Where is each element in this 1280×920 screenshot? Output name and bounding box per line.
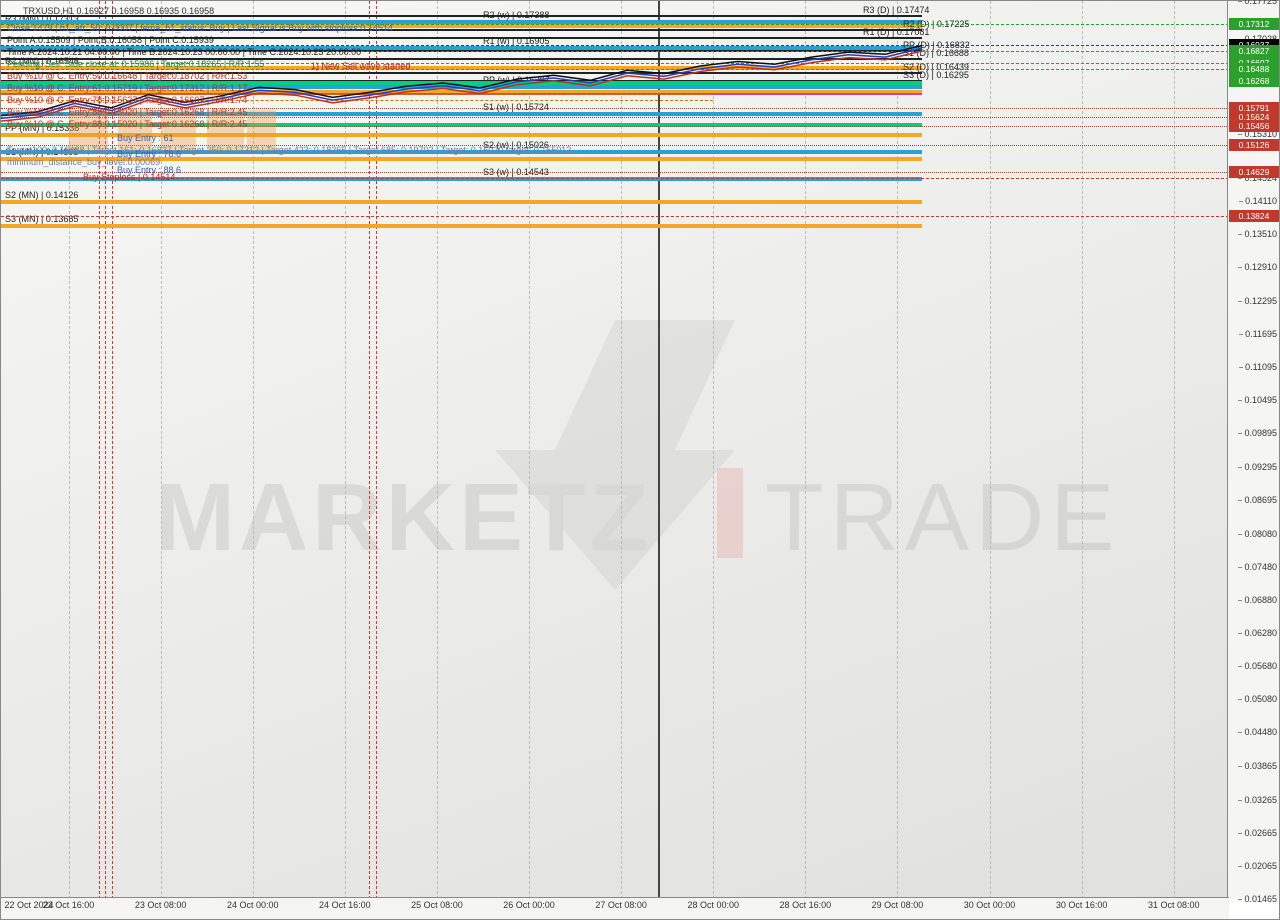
price-tag: 0.16268 — [1229, 75, 1279, 87]
x-tick: 31 Oct 08:00 — [1148, 900, 1200, 910]
x-tick: 23 Oct 08:00 — [135, 900, 187, 910]
price-tag: 0.13824 — [1229, 210, 1279, 222]
pivot-label: R3 (D) | 0.17474 — [861, 5, 931, 15]
pivot-line — [1, 224, 922, 228]
y-tick: 0.11095 — [1245, 362, 1277, 372]
y-tick: 0.03265 — [1244, 795, 1277, 805]
y-tick: 0.11695 — [1245, 329, 1277, 339]
y-tick: 0.13510 — [1244, 229, 1277, 239]
x-tick: 27 Oct 08:00 — [595, 900, 647, 910]
stoploss-label: Buy Stoploss | 0.14514 — [83, 172, 175, 182]
buy-entry-label: Buy Entry : 61 — [117, 133, 174, 143]
x-axis: 22 Oct 202422 Oct 16:0023 Oct 08:0024 Oc… — [1, 897, 1229, 919]
watermark: MARKETZ TRADE — [115, 290, 1115, 610]
y-tick: 0.04480 — [1244, 727, 1277, 737]
x-tick: 26 Oct 00:00 — [503, 900, 555, 910]
y-tick: 0.12910 — [1244, 262, 1277, 272]
price-tag: 0.14629 — [1229, 166, 1279, 178]
watermark-text-1: MARKETZ — [155, 464, 652, 571]
info-line: Point A:0.15509 | Point B:0.16058 | Poin… — [7, 35, 214, 45]
price-tag: 0.16488 — [1229, 63, 1279, 75]
y-tick: 0.09895 — [1244, 428, 1277, 438]
price-tag: 0.15126 — [1229, 139, 1279, 151]
x-tick: 28 Oct 16:00 — [780, 900, 832, 910]
info-line: Buy %10 @ C. Entry:88:0.15020 | Target:0… — [7, 107, 247, 117]
y-tick: 0.01465 — [1244, 894, 1277, 904]
x-tick: 30 Oct 16:00 — [1056, 900, 1108, 910]
plot-area[interactable]: MARKETZ TRADE R3 (MN) | 0.17313R2 (MN) |… — [1, 1, 1229, 899]
y-tick: 0.05080 — [1244, 694, 1277, 704]
pivot-label: S1 (w) | 0.15724 — [481, 102, 551, 112]
chart-title: TRXUSD,H1 0.16927 0.16958 0.16935 0.1695… — [23, 6, 214, 16]
info-line: Close:1479 | h1_atr_50: 0.0007 | tema_h1… — [7, 23, 393, 33]
y-tick: 0.10495 — [1244, 395, 1277, 405]
pivot-label: S2 (MN) | 0.14126 — [3, 190, 80, 200]
info-line: Target100: 0.16488 | Target 161: 0.16827… — [7, 145, 571, 155]
y-tick: 0.05680 — [1244, 661, 1277, 671]
info-line: Pending. Sell: Side close at: 0.15986 | … — [7, 59, 264, 69]
y-tick: 0.06280 — [1244, 628, 1277, 638]
info-line: Time A:2024.10.21 04:00:00 | Time B:2024… — [7, 47, 361, 57]
y-tick: 0.14110 — [1245, 196, 1277, 206]
y-tick: 0.07480 — [1244, 562, 1277, 572]
y-tick: 0.08080 — [1244, 529, 1277, 539]
y-tick: 0.02065 — [1244, 861, 1277, 871]
info-line: Buy %10 @ C. Entry:88:0.15020 | Target:0… — [7, 119, 247, 129]
x-tick: 28 Oct 00:00 — [687, 900, 739, 910]
y-tick: 0.09295 — [1244, 462, 1277, 472]
pivot-label: S3 (D) | 0.16295 — [901, 70, 971, 80]
x-tick: 24 Oct 16:00 — [319, 900, 371, 910]
x-tick: 22 Oct 16:00 — [43, 900, 95, 910]
info-line: Buy %10 @ C. Entry:50:0.16648 | Target:0… — [7, 71, 247, 81]
wave-started-label: 1) New Sell wave started — [311, 61, 411, 71]
x-tick: 29 Oct 08:00 — [872, 900, 924, 910]
x-tick: 24 Oct 00:00 — [227, 900, 279, 910]
y-tick: 0.02665 — [1244, 828, 1277, 838]
y-tick: 0.17725 — [1244, 0, 1277, 6]
price-tag: 0.16827 — [1229, 45, 1279, 57]
pivot-line — [1, 172, 1229, 173]
y-tick: 0.08695 — [1244, 495, 1277, 505]
x-tick: 30 Oct 00:00 — [964, 900, 1016, 910]
pivot-label: R1 (D) | 0.17081 — [861, 27, 931, 37]
x-tick: 25 Oct 08:00 — [411, 900, 463, 910]
y-axis: 0.177250.173120.170280.169370.168270.166… — [1227, 1, 1279, 899]
info-line: Buy %10 @ C. Entry:78:0.15627 | Target:0… — [7, 95, 247, 105]
y-tick: 0.12295 — [1244, 296, 1277, 306]
y-tick: 0.03865 — [1244, 761, 1277, 771]
chart-container: MARKETZ TRADE R3 (MN) | 0.17313R2 (MN) |… — [0, 0, 1280, 920]
price-tag: 0.15456 — [1229, 120, 1279, 132]
pivot-line — [1, 200, 922, 204]
y-tick: 0.06880 — [1244, 595, 1277, 605]
price-tag: 0.17312 — [1229, 18, 1279, 30]
pivot-line — [1, 178, 1229, 179]
info-line: Buy %10 @ C. Entry:61:0.15719 | Target:0… — [7, 83, 247, 93]
pivot-line — [1, 216, 1229, 217]
buy-entry-label: Buy Entry : 78.6 — [117, 149, 181, 159]
watermark-text-2: TRADE — [765, 464, 1115, 571]
